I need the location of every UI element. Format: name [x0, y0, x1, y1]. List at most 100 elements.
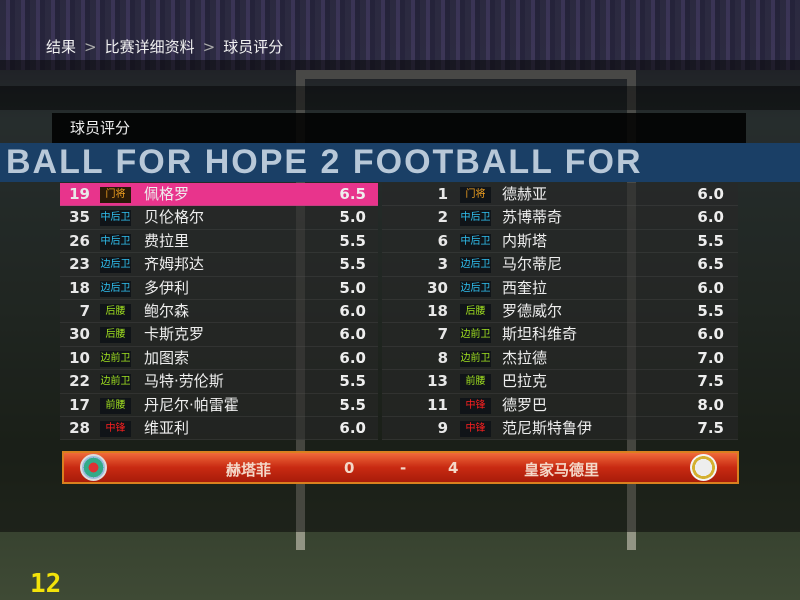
- player-number: 28: [69, 418, 90, 437]
- player-row[interactable]: 18 边后卫 多伊利 5.0: [60, 277, 378, 300]
- player-number: 18: [427, 301, 448, 320]
- position-badge: 中锋: [460, 420, 491, 437]
- player-row[interactable]: 23 边后卫 齐姆邦达 5.5: [60, 253, 378, 277]
- crowd-background: [0, 0, 800, 70]
- player-number: 8: [437, 348, 448, 367]
- player-number: 13: [427, 372, 448, 391]
- player-name: 贝伦格尔: [144, 208, 205, 227]
- breadcrumb-player-ratings: 球员评分: [223, 38, 284, 56]
- position-badge: 后腰: [460, 303, 491, 320]
- frame-counter: 12: [30, 569, 62, 599]
- player-rating: 6.0: [339, 348, 366, 367]
- player-name: 斯坦科维奇: [502, 325, 578, 344]
- player-name: 西奎拉: [502, 278, 548, 297]
- player-rating: 5.5: [697, 301, 724, 320]
- player-rating: 6.0: [697, 185, 724, 203]
- home-goals: 0: [344, 459, 355, 477]
- position-badge: 后腰: [100, 327, 131, 344]
- player-rating: 6.0: [339, 325, 366, 344]
- player-name: 加图索: [144, 348, 190, 367]
- position-badge: 边后卫: [100, 257, 131, 274]
- breadcrumb-separator: >: [202, 37, 216, 56]
- player-rating: 6.0: [339, 301, 366, 320]
- panel-title: 球员评分: [52, 113, 746, 143]
- player-row[interactable]: 7 后腰 鲍尔森 6.0: [60, 300, 378, 324]
- player-name: 德赫亚: [502, 185, 548, 203]
- player-number: 30: [69, 325, 90, 344]
- position-badge: 中后卫: [100, 233, 131, 250]
- player-row[interactable]: 1 门将 德赫亚 6.0: [382, 183, 738, 207]
- position-badge: 门将: [100, 187, 131, 203]
- player-row[interactable]: 8 边前卫 杰拉德 7.0: [382, 347, 738, 371]
- away-goals: 4: [448, 459, 459, 477]
- player-number: 23: [69, 255, 90, 274]
- player-number: 7: [437, 325, 448, 344]
- breadcrumb-match-details[interactable]: 比赛详细资料: [104, 38, 195, 56]
- player-row[interactable]: 6 中后卫 内斯塔 5.5: [382, 230, 738, 254]
- score-dash: -: [400, 459, 407, 477]
- player-rating: 6.0: [339, 418, 366, 437]
- player-number: 30: [427, 278, 448, 297]
- player-row[interactable]: 10 边前卫 加图索 6.0: [60, 347, 378, 371]
- player-name: 马特·劳伦斯: [144, 372, 224, 391]
- player-number: 22: [69, 372, 90, 391]
- player-row[interactable]: 30 后腰 卡斯克罗 6.0: [60, 323, 378, 347]
- player-name: 费拉里: [144, 231, 190, 250]
- player-name: 巴拉克: [502, 372, 548, 391]
- player-row[interactable]: 22 边前卫 马特·劳伦斯 5.5: [60, 370, 378, 394]
- player-row[interactable]: 17 前腰 丹尼尔·帕雷霍 5.5: [60, 394, 378, 417]
- player-row[interactable]: 3 边后卫 马尔蒂尼 6.5: [382, 253, 738, 277]
- stadium-banner: BALL FOR HOPE 2 FOOTBALL FOR: [0, 143, 800, 182]
- player-row[interactable]: 19 门将 佩格罗 6.5: [60, 183, 378, 207]
- player-name: 佩格罗: [144, 185, 190, 203]
- player-rating: 6.0: [697, 278, 724, 297]
- position-badge: 中锋: [100, 420, 131, 437]
- player-row[interactable]: 9 中锋 范尼斯特鲁伊 7.5: [382, 417, 738, 441]
- player-number: 1: [437, 185, 448, 203]
- away-players-list: 1 门将 德赫亚 6.0 2 中后卫 苏博蒂奇 6.0 6 中后卫 内斯塔 5.5 3…: [382, 183, 738, 441]
- position-badge: 边前卫: [100, 374, 131, 391]
- player-row[interactable]: 2 中后卫 苏博蒂奇 6.0: [382, 206, 738, 230]
- player-name: 卡斯克罗: [144, 325, 205, 344]
- breadcrumb-separator: >: [84, 37, 97, 56]
- player-row[interactable]: 13 前腰 巴拉克 7.5: [382, 370, 738, 394]
- player-row[interactable]: 18 后腰 罗德威尔 5.5: [382, 300, 738, 324]
- player-number: 26: [69, 231, 90, 250]
- player-name: 鲍尔森: [144, 301, 190, 320]
- score-bar: 赫塔菲 0 - 4 皇家马德里: [62, 451, 739, 484]
- player-row[interactable]: 7 边前卫 斯坦科维奇 6.0: [382, 323, 738, 347]
- player-number: 3: [437, 255, 448, 274]
- header-band: [0, 86, 800, 110]
- home-team-name: 赫塔菲: [226, 461, 272, 479]
- player-rating: 5.0: [339, 208, 366, 227]
- player-rating: 7.0: [697, 348, 724, 367]
- player-rating: 6.5: [697, 255, 724, 274]
- player-name: 德罗巴: [502, 395, 548, 414]
- player-number: 18: [69, 278, 90, 297]
- player-rating: 6.0: [697, 325, 724, 344]
- position-badge: 中后卫: [100, 210, 131, 227]
- player-row[interactable]: 26 中后卫 费拉里 5.5: [60, 230, 378, 254]
- player-number: 9: [437, 418, 448, 437]
- player-name: 多伊利: [144, 278, 190, 297]
- breadcrumb-results[interactable]: 结果: [46, 38, 77, 56]
- player-name: 丹尼尔·帕雷霍: [144, 395, 239, 414]
- player-row[interactable]: 11 中锋 德罗巴 8.0: [382, 394, 738, 417]
- position-badge: 边后卫: [100, 280, 131, 297]
- away-team-name: 皇家马德里: [524, 461, 600, 479]
- player-number: 11: [427, 395, 448, 414]
- home-team-crest: [80, 454, 107, 481]
- player-number: 17: [69, 395, 90, 414]
- player-rating: 6.5: [339, 185, 366, 203]
- player-rating: 5.5: [339, 231, 366, 250]
- position-badge: 边前卫: [460, 327, 491, 344]
- position-badge: 中后卫: [460, 233, 491, 250]
- player-number: 6: [437, 231, 448, 250]
- player-row[interactable]: 28 中锋 维亚利 6.0: [60, 417, 378, 441]
- position-badge: 边后卫: [460, 257, 491, 274]
- player-row[interactable]: 30 边后卫 西奎拉 6.0: [382, 277, 738, 300]
- player-name: 马尔蒂尼: [502, 255, 563, 274]
- player-name: 苏博蒂奇: [502, 208, 563, 227]
- player-row[interactable]: 35 中后卫 贝伦格尔 5.0: [60, 206, 378, 230]
- position-badge: 中锋: [460, 397, 491, 414]
